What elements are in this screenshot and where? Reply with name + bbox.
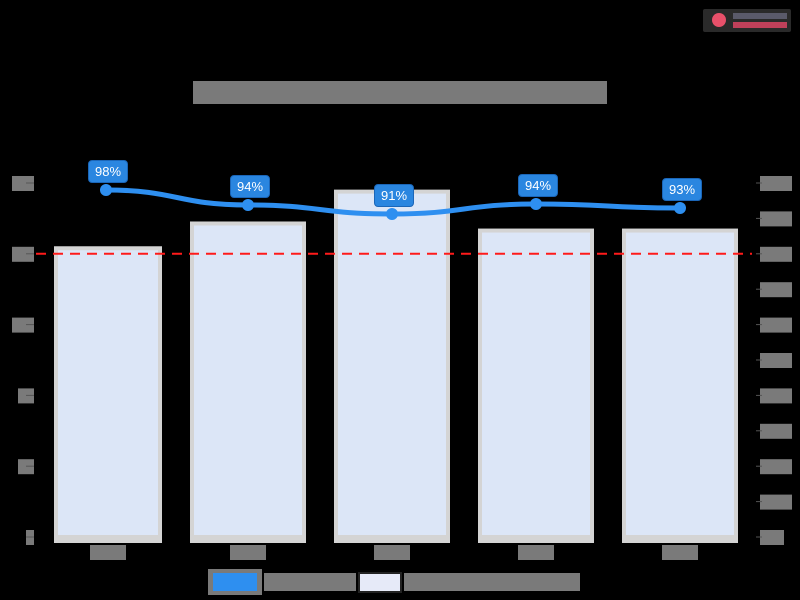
bar (338, 194, 446, 535)
line-data-label: 98% (88, 160, 128, 183)
chart-plot (0, 0, 800, 600)
bar (58, 250, 158, 535)
right-axis-tick-label (760, 424, 792, 439)
legend-label-line (264, 573, 356, 591)
x-axis-category-label (662, 545, 698, 560)
right-axis-tick-label (760, 530, 784, 545)
right-axis-tick-label (760, 388, 792, 403)
right-axis-tick-label (760, 176, 792, 191)
right-axis-tick-label (760, 495, 792, 510)
right-axis-tick-label (760, 247, 792, 262)
bar (482, 233, 590, 535)
line-point (242, 199, 254, 211)
line-data-label: 93% (662, 178, 702, 201)
right-axis-tick-label (760, 282, 792, 297)
line-data-label: 94% (518, 174, 558, 197)
line-data-label: 91% (374, 184, 414, 207)
bar (194, 225, 302, 535)
x-axis-category-label (518, 545, 554, 560)
line-point (530, 198, 542, 210)
right-axis-tick-label (760, 318, 792, 333)
right-axis-tick-label (760, 211, 792, 226)
right-axis-tick-label (760, 353, 792, 368)
right-axis-tick-label (760, 459, 792, 474)
line-data-label: 94% (230, 175, 270, 198)
bar (626, 233, 734, 535)
legend-swatch-line (208, 569, 262, 595)
legend-swatch-bar (358, 572, 402, 593)
line-point (386, 208, 398, 220)
legend-label-bar (404, 573, 580, 591)
x-axis-category-label (374, 545, 410, 560)
line-point (100, 184, 112, 196)
x-axis-category-label (230, 545, 266, 560)
line-point (674, 202, 686, 214)
x-axis-category-label (90, 545, 126, 560)
